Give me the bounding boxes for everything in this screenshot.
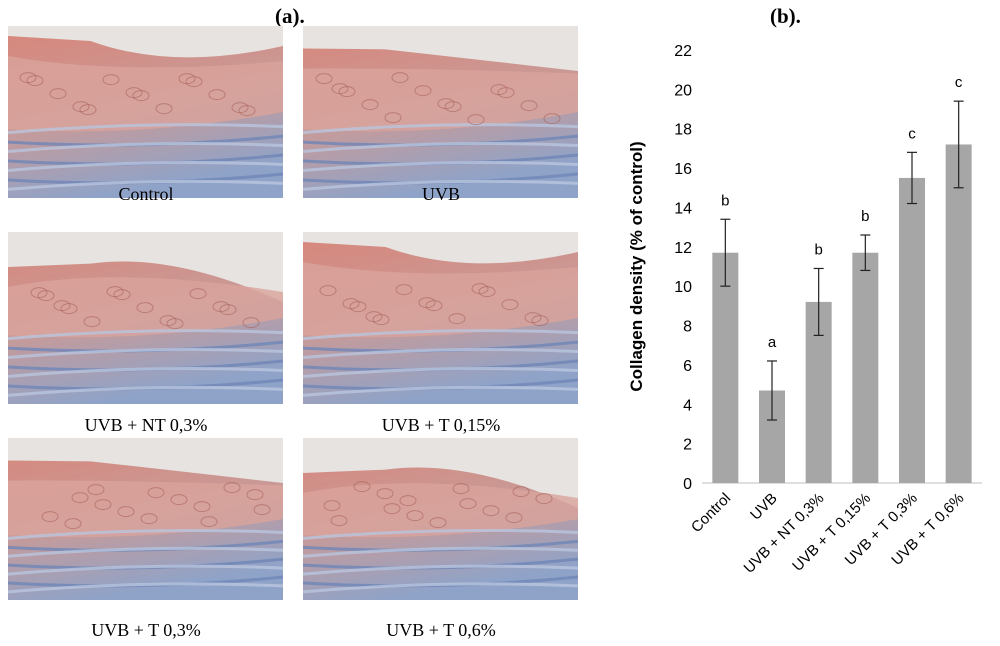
caption-control: Control <box>118 184 174 204</box>
collagen-bar-chart: 0 2 4 6 8 10 12 14 16 18 20 22 Collagen density (% o… <box>627 43 982 577</box>
caption-uvb-t-06: UVB + T 0,6% <box>386 620 496 640</box>
significance-label: c <box>955 74 963 91</box>
y-tick-label: 18 <box>674 122 692 139</box>
bar <box>852 252 879 483</box>
y-tick-label: 12 <box>674 240 692 257</box>
micrograph-control <box>8 26 283 198</box>
y-tick-label: 14 <box>674 200 692 217</box>
micrograph-uvb <box>303 26 578 198</box>
y-tick-label: 8 <box>683 319 692 336</box>
y-tick-label: 10 <box>674 279 692 296</box>
micrograph-uvb-t-015 <box>303 232 578 404</box>
caption-uvb: UVB <box>421 184 460 204</box>
panel-a-title: (a). <box>275 4 305 28</box>
y-tick-label: 2 <box>683 437 692 454</box>
y-tick-label: 0 <box>683 476 692 493</box>
bar <box>712 252 739 483</box>
bar <box>945 144 972 483</box>
micrograph-uvb-nt-03 <box>8 232 283 404</box>
significance-label: b <box>814 241 822 258</box>
x-tick-label: Control <box>688 490 734 536</box>
y-tick-label: 20 <box>674 82 692 99</box>
significance-label: b <box>861 208 869 225</box>
significance-label: c <box>908 125 916 142</box>
micrograph-uvb-t-03 <box>8 438 283 600</box>
y-tick-label: 16 <box>674 161 692 178</box>
caption-uvb-t-015: UVB + T 0,15% <box>381 415 501 435</box>
y-tick-label: 6 <box>683 358 692 375</box>
micrograph-uvb-t-06 <box>303 438 578 600</box>
significance-label: a <box>768 334 777 351</box>
y-tick-label: 4 <box>683 397 692 414</box>
x-tick-label: UVB + NT 0,3% <box>740 490 827 577</box>
bar <box>899 177 925 483</box>
x-tick-label: UVB <box>747 490 781 524</box>
caption-uvb-t-03: UVB + T 0,3% <box>91 620 201 640</box>
significance-label: b <box>721 192 729 209</box>
caption-uvb-nt-03: UVB + NT 0,3% <box>84 415 208 435</box>
y-tick-label: 22 <box>674 43 692 60</box>
panel-b-title: (b). <box>770 4 801 28</box>
y-axis-label: Collagen density (% of control) <box>627 141 646 391</box>
